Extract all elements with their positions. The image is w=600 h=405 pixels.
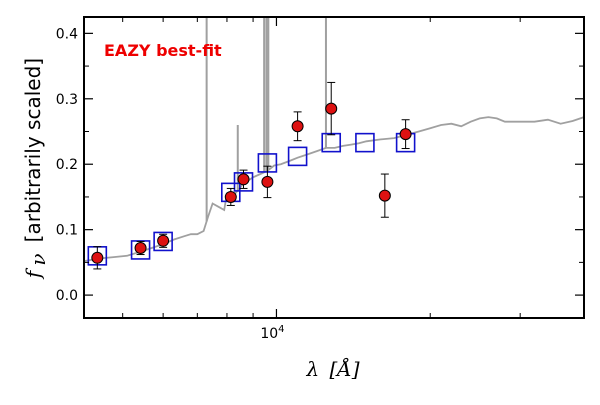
svg-text:f ν [arbitrari: f ν [arbitrarily scaled]	[21, 58, 50, 280]
observed-flux-point	[325, 102, 338, 115]
observed-flux-point	[224, 190, 237, 203]
y-tick-label: 0.1	[56, 223, 78, 239]
y-tick-label: 0.2	[56, 157, 78, 173]
x-tick-label: 104	[260, 324, 284, 342]
observed-flux-point	[237, 173, 250, 186]
observed-flux-point	[157, 234, 170, 247]
plot-background	[84, 17, 584, 318]
plot-frame	[83, 16, 585, 319]
observed-flux-point	[261, 175, 274, 188]
y-axis-subscript: ν	[26, 253, 50, 265]
svg-text:λ [Å]: λ [Å]	[305, 356, 359, 381]
y-axis-symbol: f	[21, 267, 45, 280]
model-flux-square	[355, 132, 375, 153]
observed-flux-point	[291, 120, 304, 133]
model-layer	[87, 132, 416, 266]
model-flux-square	[153, 231, 173, 252]
y-tick-label: 0.3	[56, 92, 78, 108]
observed-flux-point	[399, 128, 412, 141]
y-tick-label: 0.0	[56, 288, 78, 304]
observed-flux-point	[91, 251, 104, 264]
template-curve	[83, 116, 585, 262]
y-axis-text: [arbitrarily scaled]	[21, 58, 45, 242]
x-axis-symbol: λ	[305, 357, 319, 381]
observed-layer	[91, 81, 412, 270]
x-axis-label: λ [Å]	[305, 356, 359, 381]
y-tick-label: 0.4	[56, 26, 78, 42]
template-layer	[83, 18, 585, 262]
ticks-layer: 0.0 0.1 0.2 0.3 0.4 104	[56, 17, 584, 342]
observed-flux-point	[378, 189, 391, 202]
model-flux-square	[287, 146, 308, 167]
observed-flux-point	[134, 241, 147, 254]
y-axis-label: f ν [arbitrarily scaled]	[21, 58, 50, 280]
annotation-label: EAZY best-fit	[104, 41, 222, 60]
x-axis-unit: [Å]	[329, 356, 359, 381]
